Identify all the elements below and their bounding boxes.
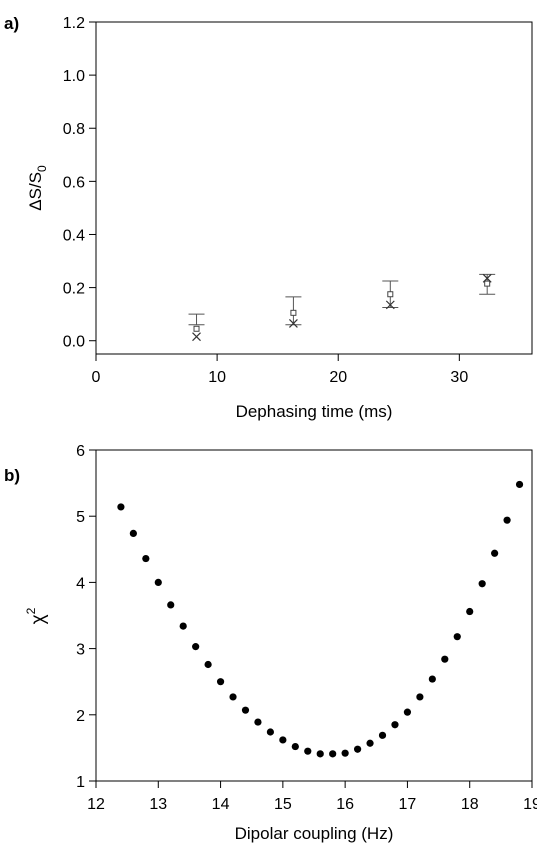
chart-b-point xyxy=(179,622,187,630)
chart-b-point xyxy=(416,693,424,701)
chart-b-x-tick-label: 16 xyxy=(336,796,354,813)
chart-b-y-tick-label: 3 xyxy=(76,642,85,659)
chart-a-y-label: ΔS/S0 xyxy=(26,165,49,211)
chart-b-point xyxy=(478,580,486,588)
chart-a-x-tick-label: 0 xyxy=(92,369,101,386)
chart-b-point xyxy=(254,718,262,726)
chart-b-x-tick-label: 17 xyxy=(399,796,417,813)
chart-a-y-label-sub: 0 xyxy=(35,165,49,172)
chart-b-point xyxy=(503,516,511,524)
chart-b-point xyxy=(316,750,324,758)
chart-a-point-cross xyxy=(385,300,395,310)
chart-a-y-axis: 0.0 0.2 0.4 0.6 0.8 1.0 1.2 xyxy=(63,15,96,351)
chart-b-x-tick-label: 15 xyxy=(274,796,292,813)
chart-b-y-tick-label: 2 xyxy=(76,708,85,725)
chart-b-point xyxy=(453,633,461,641)
chart-b-y-label: χ2 xyxy=(24,607,49,624)
chart-b-point xyxy=(129,529,137,538)
chart-b-point xyxy=(266,728,274,736)
chart-b-point xyxy=(117,503,125,511)
chart-b-y-label-main: χ xyxy=(28,614,49,624)
chart-b-x-tick-label: 14 xyxy=(212,796,230,813)
chart-b-point xyxy=(204,660,212,669)
chart-a-point-square xyxy=(484,280,491,287)
chart-b-x-tick-label: 19 xyxy=(523,796,537,813)
chart-b-y-tick-label: 4 xyxy=(76,575,85,592)
chart-a-y-tick-label: 1.2 xyxy=(63,15,85,32)
chart-b-point xyxy=(354,745,362,753)
chart-a-y-tick-label: 0.2 xyxy=(63,281,85,298)
chart-b-x-axis: 12 13 14 15 16 17 18 19 xyxy=(87,781,537,813)
chart-b-point xyxy=(515,480,524,489)
chart-a-x-tick-label: 30 xyxy=(450,369,468,386)
chart-a-y-tick-label: 0.6 xyxy=(63,174,85,191)
chart-b-point xyxy=(154,578,162,587)
chart-b-frame xyxy=(95,449,533,782)
chart-a-point-square xyxy=(387,291,394,298)
chart-a-y-tick-label: 0.0 xyxy=(63,334,85,351)
chart-b-y-axis: 1 2 3 4 5 6 xyxy=(76,443,96,791)
chart-b-y-label-sup: 2 xyxy=(24,607,38,614)
chart-b-point xyxy=(229,693,237,701)
chart-b-series xyxy=(117,480,524,758)
chart-b-point xyxy=(341,749,349,757)
chart-a-x-axis: 0 10 20 30 xyxy=(92,354,468,386)
chart-a-point-cross xyxy=(482,273,492,283)
panel-label-b: b) xyxy=(4,466,20,485)
chart-a-point-square xyxy=(290,309,297,316)
chart-b-point xyxy=(491,549,499,557)
chart-b-point xyxy=(441,655,449,663)
chart-b-point xyxy=(142,554,150,563)
chart-b-x-tick-label: 12 xyxy=(87,796,105,813)
chart-b-point xyxy=(192,643,200,651)
chart-b-point xyxy=(279,736,287,744)
chart-a-y-tick-label: 0.4 xyxy=(63,227,85,244)
chart-a-point-cross xyxy=(288,319,298,328)
chart-b-point xyxy=(216,678,225,686)
chart-a-x-tick-label: 20 xyxy=(329,369,347,386)
chart-b-point xyxy=(304,747,312,755)
chart-b-point xyxy=(403,708,412,716)
chart-b-x-tick-label: 18 xyxy=(461,796,479,813)
chart-b-point xyxy=(378,731,387,739)
chart-b-point xyxy=(291,742,299,751)
chart-b-point xyxy=(466,607,474,616)
chart-b-point xyxy=(366,739,374,747)
panel-label-a: a) xyxy=(4,14,19,33)
chart-a-y-tick-label: 1.0 xyxy=(63,68,85,85)
chart-b-point xyxy=(167,601,175,609)
chart-b-point xyxy=(391,721,399,729)
chart-b-x-tick-label: 13 xyxy=(149,796,167,813)
chart-b-point xyxy=(329,750,337,758)
chart-a-point-square xyxy=(193,325,200,332)
chart-a: 0.0 0.2 0.4 0.6 0.8 1.0 1.2 0 10 20 30 Dephasing … xyxy=(26,15,533,421)
chart-b-x-label: Dipolar coupling (Hz) xyxy=(235,824,394,843)
chart-a-frame xyxy=(95,21,533,355)
chart-b-point xyxy=(241,706,250,714)
chart-a-series xyxy=(188,273,496,342)
chart-b-y-tick-label: 1 xyxy=(76,774,85,791)
chart-b-y-tick-label: 6 xyxy=(76,443,85,460)
chart-a-y-label-main: ΔS/S xyxy=(26,172,45,211)
chart-b-y-tick-label: 5 xyxy=(76,509,85,526)
chart-a-y-tick-label: 0.8 xyxy=(63,121,85,138)
chart-b-point xyxy=(428,675,436,683)
chart-a-x-label: Dephasing time (ms) xyxy=(236,402,393,421)
chart-a-point-cross xyxy=(192,332,201,342)
chart-a-x-tick-label: 10 xyxy=(208,369,226,386)
